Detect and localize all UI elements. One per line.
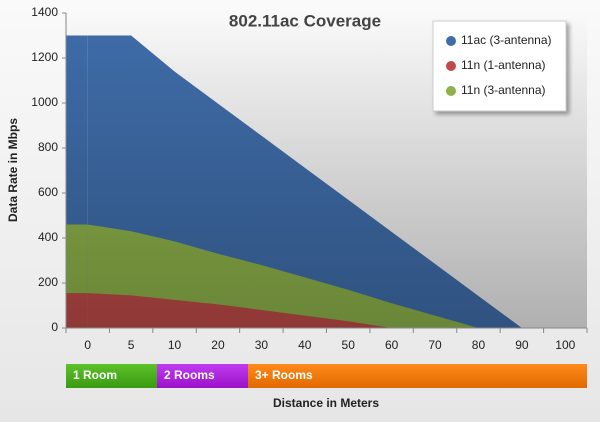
x-tick-label: 80 [472,338,486,352]
y-tick-label: 800 [38,140,58,154]
x-tick-label: 0 [84,338,91,352]
legend-label: 11ac (3-antenna) [461,33,552,47]
y-tick-label: 1400 [31,5,58,19]
x-tick-label: 40 [298,338,312,352]
x-tick-label: 20 [211,338,225,352]
y-tick-label: 400 [38,230,58,244]
x-tick-label: 70 [428,338,442,352]
legend: 11ac (3-antenna) 11n (1-antenna) 11n (3-an… [432,20,567,112]
legend-label: 11n (3-antenna) [461,83,546,97]
zone-bar [66,364,157,388]
x-tick-label: 50 [342,338,356,352]
y-tick-label: 1200 [31,50,58,64]
x-tick-label: 10 [168,338,182,352]
zone-bar [157,364,248,388]
y-tick-label: 0 [51,320,58,334]
y-tick-label: 600 [38,185,58,199]
chart-title: 802.11ac Coverage [229,11,381,30]
zone-bar [248,364,587,388]
area-lead [66,293,88,328]
x-axis-label: Distance in Meters [273,396,379,410]
x-tick-label: 5 [128,338,135,352]
zone-label: 2 Rooms [164,368,215,382]
legend-swatch [446,61,456,71]
x-tick-label: 60 [385,338,399,352]
x-tick-label: 30 [255,338,269,352]
y-tick-label: 1000 [31,95,58,109]
x-tick-label: 100 [555,338,575,352]
x-tick-label: 90 [515,338,529,352]
legend-swatch [446,86,456,96]
zone-label: 3+ Rooms [255,368,313,382]
zone-label: 1 Room [73,368,117,382]
y-tick-label: 200 [38,275,58,289]
y-axis-label: Data Rate in Mbps [6,118,20,222]
legend-label: 11n (1-antenna) [461,58,546,72]
legend-swatch [446,36,456,46]
